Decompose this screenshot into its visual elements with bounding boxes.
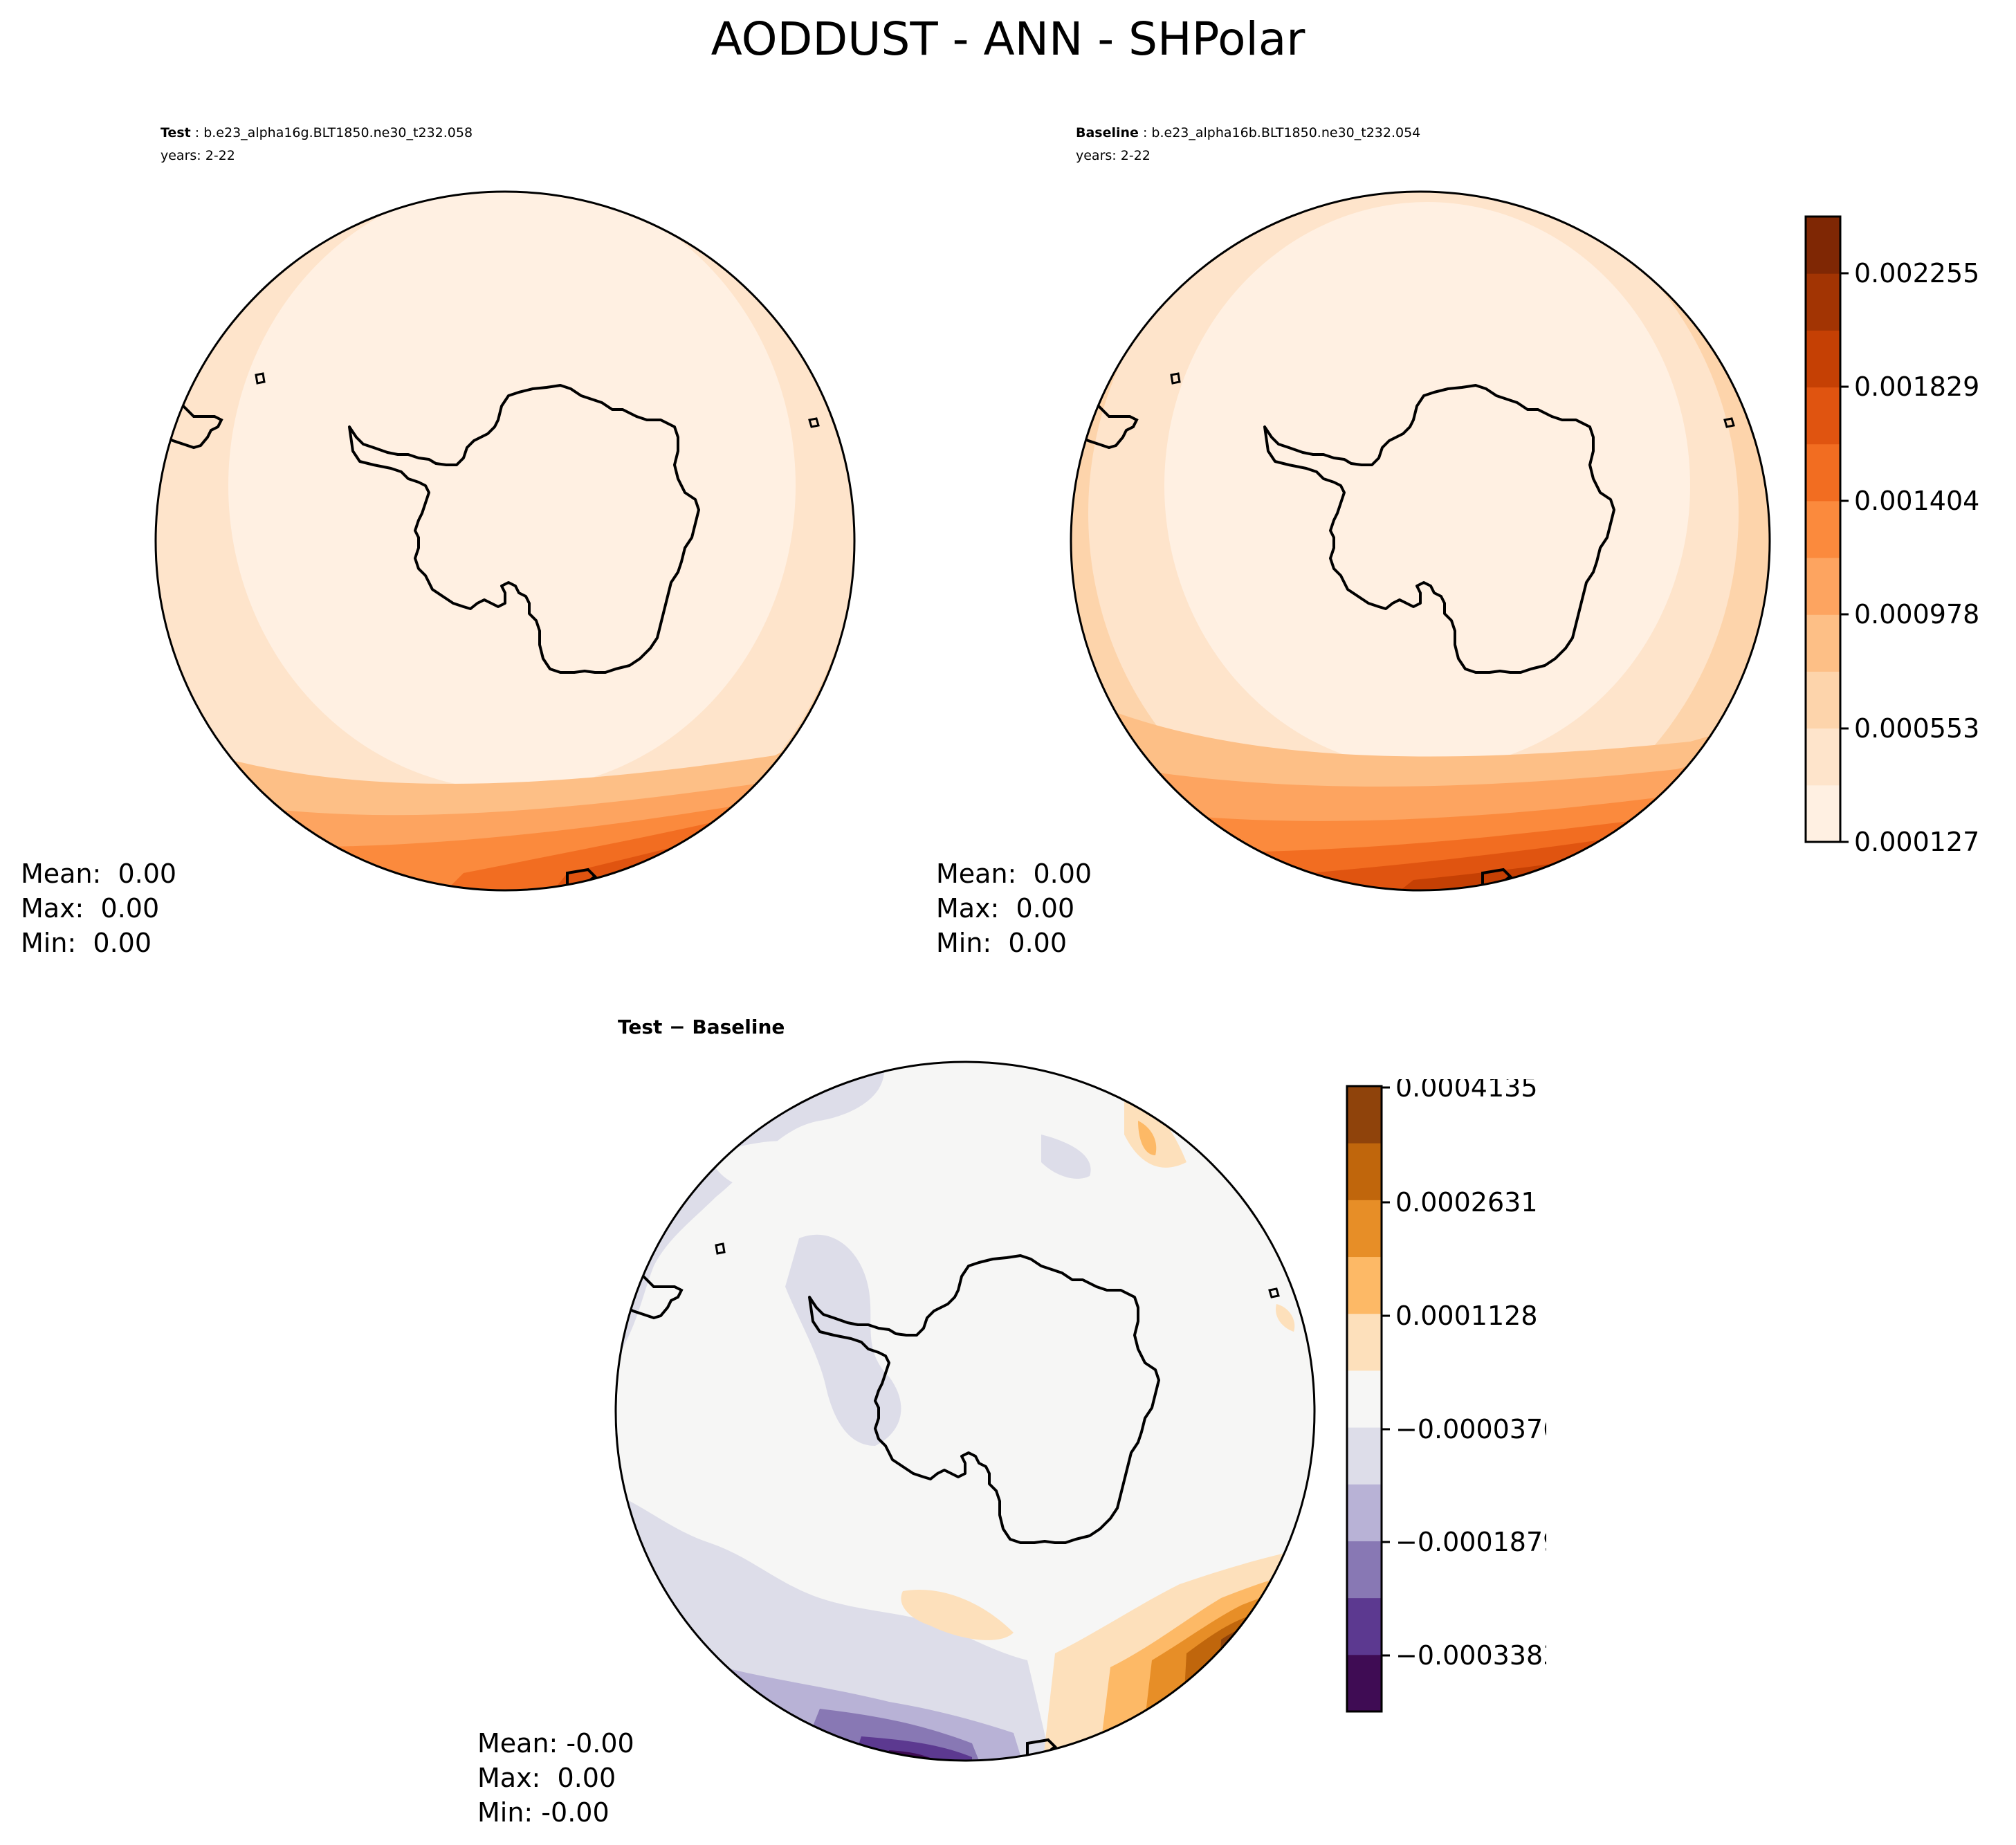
test-max: Max: 0.00 [21,893,160,924]
baseline-case-line: Baseline : b.e23_alpha16b.BLT1850.ne30_t… [1076,125,1421,140]
difference-colorbar-tick-label: 0.0001128 [1395,1301,1538,1331]
baseline-mean: Mean: 0.00 [936,859,1092,889]
baseline-stats: Mean: 0.00 Max: 0.00 Min: 0.00 [936,856,1092,960]
main-colorbar-swatch [1806,443,1840,502]
difference-colorbar-swatch [1347,1541,1382,1599]
baseline-antarctica-outline [1263,384,1615,674]
difference-colorbar-swatch [1347,1654,1382,1712]
difference-colorbar-tick-label: −0.0003383 [1395,1640,1546,1671]
baseline-polar-map [1070,190,1771,892]
figure-title: AODDUST - ANN - SHPolar [711,12,1305,66]
main-colorbar-swatch [1806,728,1840,786]
main-colorbar-swatch [1806,387,1840,445]
difference-colorbar-swatch [1347,1200,1382,1258]
main-colorbar-swatch [1806,558,1840,615]
difference-polar-map [614,1061,1316,1762]
main-colorbar-tick-label: 0.000127 [1854,827,1979,857]
difference-stats: Mean: -0.00 Max: 0.00 Min: -0.00 [477,1726,634,1830]
difference-colorbar-tick-label: 0.0002631 [1395,1187,1538,1218]
main-colorbar-swatch [1806,217,1840,274]
difference-max: Max: 0.00 [477,1763,616,1793]
baseline-min: Min: 0.00 [936,928,1067,958]
difference-colorbar-tick-label: 0.0004135 [1395,1079,1538,1103]
difference-mean: Mean: -0.00 [477,1728,634,1759]
difference-colorbar-swatch [1347,1313,1382,1371]
main-colorbar-swatch [1806,614,1840,672]
main-colorbar-tick-label: 0.002255 [1854,258,1979,288]
main-colorbar-tick-label: 0.001404 [1854,486,1979,516]
main-colorbar-swatch [1806,500,1840,558]
difference-colorbar-swatch [1347,1370,1382,1428]
difference-colorbar-tick-label: −0.0000376 [1395,1414,1546,1444]
test-case-name: b.e23_alpha16g.BLT1850.ne30_t232.058 [203,125,473,140]
test-years: years: 2-22 [161,148,235,163]
baseline-years: years: 2-22 [1076,148,1151,163]
difference-colorbar-swatch [1347,1143,1382,1200]
test-case-label: Test [161,125,191,140]
main-colorbar-tick-label: 0.000553 [1854,713,1979,744]
test-case-line: Test : b.e23_alpha16g.BLT1850.ne30_t232.… [161,125,473,140]
main-colorbar-swatch [1806,273,1840,331]
main-colorbar-swatch [1806,784,1840,843]
baseline-case-label: Baseline [1076,125,1139,140]
difference-title: Test − Baseline [618,1016,785,1038]
baseline-case-name: b.e23_alpha16b.BLT1850.ne30_t232.054 [1151,125,1421,140]
main-colorbar-swatch [1806,671,1840,729]
test-antarctica-outline [348,384,700,674]
test-polar-map [154,190,856,892]
main-colorbar-swatch [1806,330,1840,388]
difference-colorbar-swatch [1347,1427,1382,1485]
difference-min: Min: -0.00 [477,1797,610,1828]
test-mean: Mean: 0.00 [21,859,177,889]
main-colorbar-tick-label: 0.000978 [1854,599,1979,630]
difference-colorbar-swatch [1347,1256,1382,1314]
main-colorbar-tick-label: 0.001829 [1854,371,1979,402]
difference-colorbar-swatch [1347,1086,1382,1144]
difference-colorbar-swatch [1347,1484,1382,1541]
difference-colorbar-swatch [1347,1597,1382,1655]
difference-antarctica-outline [808,1254,1160,1544]
baseline-max: Max: 0.00 [936,893,1075,924]
difference-colorbar-tick-label: −0.0001879 [1395,1527,1546,1557]
test-min: Min: 0.00 [21,928,152,958]
difference-colorbar: 0.0004135 0.0002631 0.0001128 −0.0000376 −0.… [1346,1079,1546,1713]
test-stats: Mean: 0.00 Max: 0.00 Min: 0.00 [21,856,176,960]
main-colorbar: 0.000127 0.000553 0.000978 0.001404 0.001829… [1804,215,1979,857]
